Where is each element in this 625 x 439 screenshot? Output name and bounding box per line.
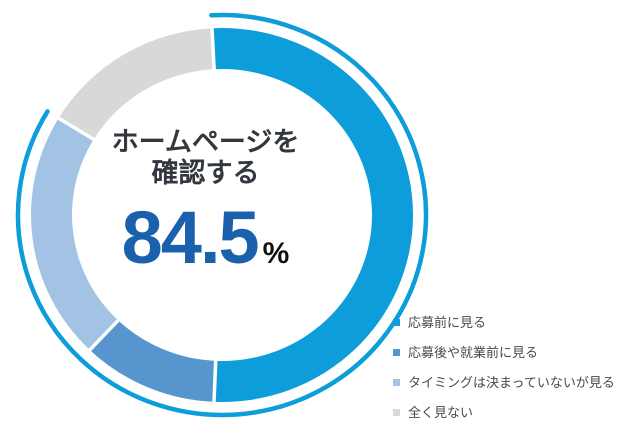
legend-item-before-applying: 応募前に見る (393, 316, 615, 329)
center-title-line1: ホームページを (111, 127, 300, 157)
donut-segment-2 (31, 118, 119, 350)
legend-label: タイミングは決まっていないが見る (408, 375, 615, 390)
center-value-row: 84.5% (83, 200, 328, 275)
legend-marker-icon (393, 319, 400, 326)
legend-item-after-applying: 応募後や就業前に見る (393, 346, 615, 359)
segment-gap-3 (55, 115, 98, 143)
legend-marker-icon (393, 409, 400, 416)
legend-marker-icon (393, 379, 400, 386)
accent-arc (15, 12, 429, 418)
legend-item-timing-undecided: タイミングは決まっていないが見る (393, 376, 615, 389)
legend-marker-icon (393, 349, 400, 356)
donut-segment-1 (89, 320, 216, 402)
donut-segment-0 (212, 27, 414, 402)
center-value: 84.5 (121, 195, 260, 279)
legend-label: 応募前に見る (408, 315, 487, 330)
center-value-unit: % (262, 236, 290, 270)
segment-gap-1 (212, 357, 218, 405)
donut-segment-3 (58, 28, 215, 140)
legend-label: 応募後や就業前に見る (408, 345, 539, 360)
legend: 応募前に見る 応募後や就業前に見る タイミングは決まっていないが見る 全く見ない (393, 316, 615, 419)
segment-gap-0 (210, 25, 217, 73)
segment-gap-2 (86, 317, 122, 354)
donut-center-label: ホームページを 確認する 84.5% (83, 127, 328, 275)
legend-label: 全く見ない (408, 405, 474, 420)
center-title-line2: 確認する (151, 158, 260, 189)
legend-item-never-view: 全く見ない (393, 406, 615, 419)
